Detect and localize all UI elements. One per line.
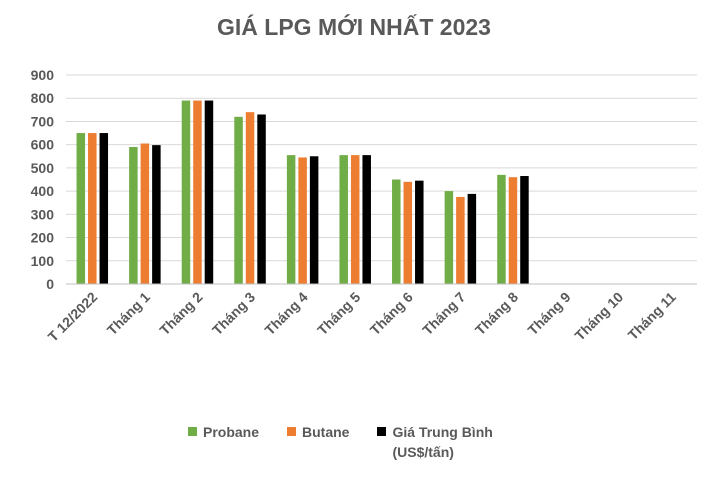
bar: [392, 179, 401, 284]
bar: [339, 155, 348, 284]
bar: [520, 176, 529, 284]
bar: [362, 155, 371, 284]
bar: [444, 191, 454, 284]
bars: [76, 100, 529, 285]
y-tick-label: 0: [46, 276, 54, 292]
bar: [88, 133, 97, 284]
x-tick-label: Tháng 8: [472, 289, 521, 338]
y-tick-label: 500: [31, 160, 55, 176]
x-tick-label: Tháng 11: [625, 289, 679, 343]
x-tick-label: Tháng 3: [209, 289, 258, 338]
x-tick-label: Tháng 2: [156, 289, 205, 338]
y-axis-ticks: 0 100 200 300 400 500 600 700 800 900: [31, 67, 55, 292]
bar: [140, 143, 150, 284]
legend-item-average: Giá Trung Bình (US$/tấn): [377, 422, 493, 462]
bar: [456, 196, 465, 284]
bar: [403, 181, 413, 284]
bar: [181, 100, 191, 285]
y-tick-label: 900: [31, 67, 55, 83]
legend-label-butane: Butane: [302, 424, 350, 440]
bar: [245, 112, 255, 285]
bar: [350, 155, 360, 284]
y-tick-label: 800: [31, 90, 55, 106]
y-tick-label: 300: [31, 206, 55, 222]
bar: [152, 145, 161, 284]
bar: [309, 156, 319, 284]
y-tick-label: 200: [31, 230, 55, 246]
bar: [204, 100, 214, 285]
legend-swatch-average: [377, 427, 387, 436]
y-tick-label: 700: [31, 113, 55, 129]
legend-swatch-probane: [188, 427, 197, 436]
bar: [508, 177, 518, 284]
bar: [257, 114, 266, 284]
x-tick-label: Tháng 1: [104, 289, 153, 338]
legend-label-average-line1: Giá Trung Bình: [392, 424, 493, 440]
gridlines: [66, 74, 697, 262]
bar: [497, 174, 506, 284]
legend-swatch-butane: [287, 427, 297, 436]
bar: [298, 157, 307, 284]
bar: [99, 133, 109, 284]
x-tick-label: Tháng 7: [419, 289, 468, 338]
bar: [76, 133, 86, 284]
bar: [193, 100, 202, 285]
legend-label-average: Giá Trung Bình (US$/tấn): [392, 422, 492, 462]
x-axis-ticks: T 12/2022 Tháng 1 Tháng 2 Tháng 3 Tháng 4 Thá…: [45, 289, 679, 345]
x-tick-label: Tháng 4: [261, 289, 310, 338]
x-tick-label: Tháng 6: [367, 289, 416, 338]
legend-item-butane: Butane: [287, 422, 349, 462]
bar: [467, 193, 477, 284]
x-tick-label: Tháng 10: [571, 289, 626, 344]
legend-item-probane: Probane: [188, 422, 259, 462]
x-tick-label: Tháng 5: [314, 289, 363, 338]
bar: [129, 146, 138, 284]
x-tick-label: Tháng 9: [524, 289, 573, 338]
y-tick-label: 600: [31, 137, 55, 153]
bar: [286, 155, 296, 284]
y-tick-label: 100: [31, 253, 55, 269]
chart-title: GIÁ LPG MỚI NHẤT 2023: [217, 14, 491, 40]
y-tick-label: 400: [31, 183, 55, 199]
bar: [234, 116, 243, 284]
bar: [415, 180, 424, 284]
legend-label-probane: Probane: [203, 424, 260, 440]
legend: Probane Butane Giá Trung Bình (US$/tấn): [188, 422, 493, 462]
legend-label-average-line2: (US$/tấn): [392, 444, 454, 460]
x-tick-label: T 12/2022: [45, 289, 101, 345]
